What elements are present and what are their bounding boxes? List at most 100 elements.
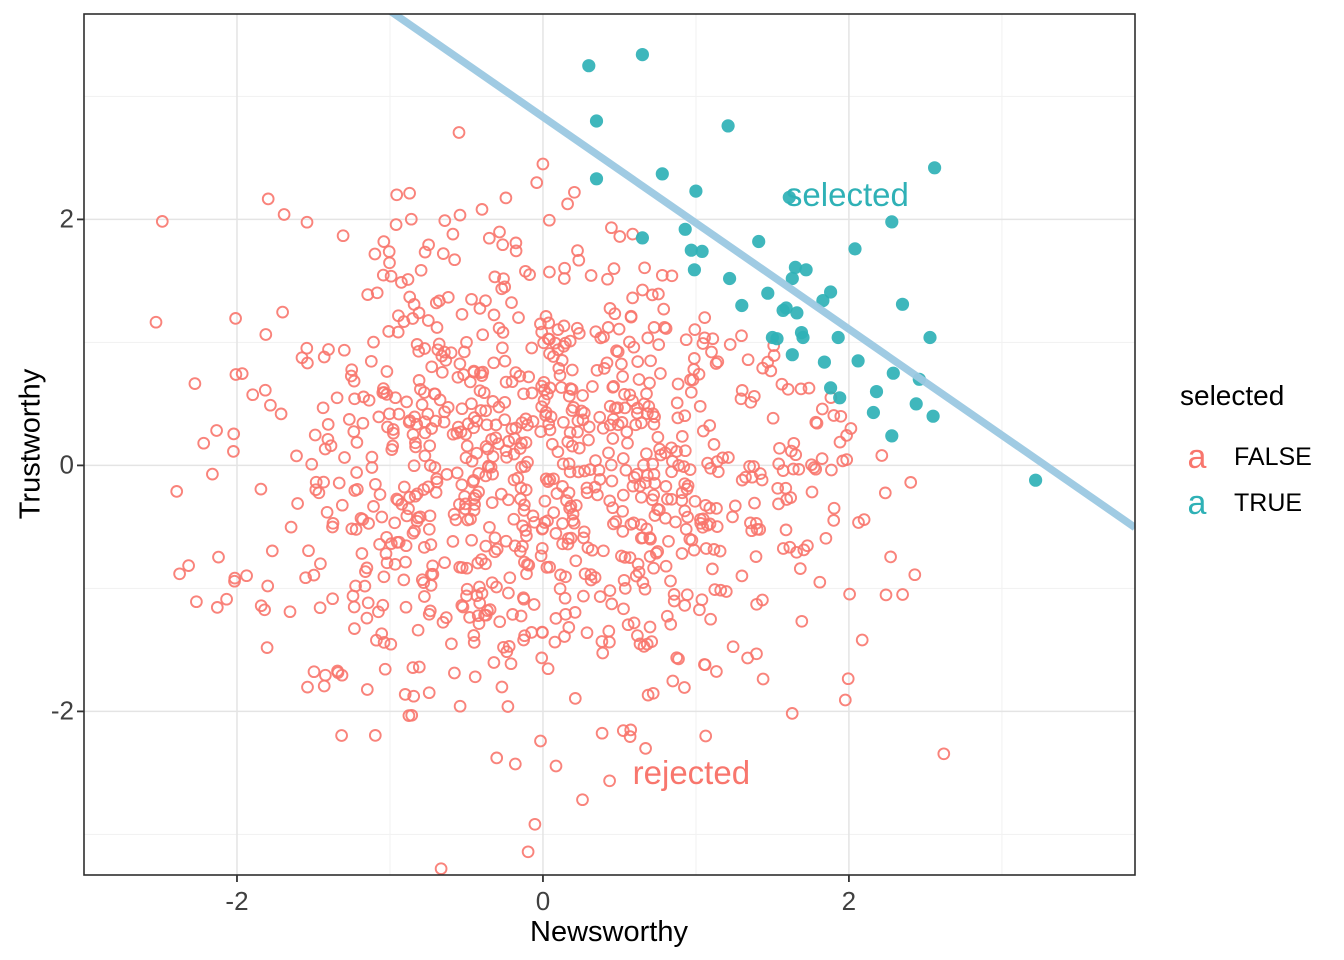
data-point-false	[535, 325, 549, 339]
data-point-false	[623, 730, 637, 743]
data-point-false	[182, 559, 195, 572]
data-point-false	[568, 185, 581, 199]
data-point-false	[563, 334, 577, 348]
data-point-false	[644, 354, 657, 368]
data-point-false	[522, 370, 536, 384]
data-point-false	[212, 550, 225, 564]
data-point-false	[735, 384, 749, 397]
data-point-false	[471, 609, 485, 623]
data-point-false	[499, 444, 513, 458]
data-points	[149, 48, 1043, 875]
data-point-false	[519, 436, 533, 449]
data-point-false	[406, 428, 420, 441]
data-point-false	[664, 617, 678, 631]
data-point-false	[360, 561, 374, 575]
data-point-false	[307, 665, 321, 679]
data-point-false	[350, 436, 364, 449]
data-point-false	[659, 480, 673, 493]
data-point-false	[537, 393, 551, 407]
data-point-false	[527, 598, 541, 611]
data-point-false	[621, 618, 635, 632]
data-point-false	[488, 545, 502, 559]
data-point-false	[449, 513, 463, 527]
data-point-false	[695, 593, 709, 607]
data-point-false	[779, 523, 793, 537]
data-point-true	[782, 190, 796, 204]
data-point-false	[418, 342, 431, 355]
data-point-false	[741, 353, 755, 367]
data-point-true	[635, 48, 650, 62]
data-point-false	[317, 679, 331, 693]
data-point-false	[564, 382, 577, 395]
data-point-false	[283, 605, 297, 619]
data-point-false	[684, 385, 698, 399]
y-tick-label: 0	[59, 449, 74, 480]
data-point-false	[415, 573, 429, 587]
data-point-false	[405, 708, 419, 722]
data-point-false	[314, 557, 327, 571]
data-point-true	[799, 263, 813, 277]
data-point-false	[316, 401, 330, 415]
data-point-false	[572, 441, 586, 455]
data-point-false	[619, 463, 633, 477]
data-point-false	[772, 497, 785, 511]
data-point-false	[588, 571, 602, 584]
data-point-false	[535, 541, 549, 555]
data-point-false	[549, 759, 563, 773]
data-point-false	[392, 535, 406, 549]
data-point-false	[348, 392, 361, 406]
data-point-true	[796, 330, 810, 345]
data-point-false	[386, 423, 400, 436]
data-point-false	[490, 580, 503, 594]
data-point-false	[521, 845, 535, 859]
data-point-true	[770, 332, 784, 346]
data-point-false	[402, 502, 415, 516]
data-point-false	[470, 589, 484, 603]
data-point-false	[276, 305, 289, 319]
data-point-false	[606, 380, 620, 394]
legend-key-a-false-icon: a	[1187, 438, 1207, 476]
data-point-false	[606, 412, 620, 426]
data-point-false	[358, 579, 372, 593]
data-point-false	[551, 445, 565, 459]
data-point-false	[409, 440, 422, 454]
data-point-false	[290, 449, 303, 463]
data-point-false	[629, 418, 643, 432]
data-point-false	[474, 366, 487, 380]
data-point-false	[675, 486, 689, 500]
data-point-false	[368, 247, 382, 261]
data-point-false	[403, 414, 417, 427]
data-point-false	[525, 386, 539, 400]
data-point-false	[609, 515, 623, 528]
data-point-false	[382, 245, 396, 258]
legend-label-false: FALSE	[1234, 442, 1312, 471]
data-point-false	[446, 227, 460, 241]
data-point-false	[460, 582, 474, 596]
data-point-false	[666, 674, 680, 688]
data-point-false	[723, 338, 737, 351]
data-point-false	[496, 238, 510, 252]
fit-line	[387, 14, 1135, 531]
data-point-false	[412, 660, 426, 674]
data-point-false	[819, 531, 833, 545]
data-point-false	[507, 473, 521, 487]
data-point-false	[694, 513, 707, 526]
data-point-false	[335, 498, 349, 512]
data-point-false	[432, 294, 446, 308]
data-point-false	[415, 398, 429, 411]
data-point-false	[556, 517, 569, 530]
data-point-false	[261, 579, 275, 593]
data-point-false	[473, 596, 487, 610]
data-point-false	[659, 559, 673, 573]
data-point-false	[618, 387, 631, 401]
data-point-false	[597, 362, 611, 375]
data-point-false	[542, 213, 556, 227]
data-point-true	[851, 354, 865, 368]
data-point-false	[557, 272, 571, 285]
data-point-false	[436, 615, 450, 629]
data-point-false	[517, 504, 531, 517]
data-point-false	[809, 462, 823, 476]
data-point-false	[558, 630, 571, 643]
data-point-false	[301, 356, 314, 370]
data-point-false	[704, 461, 717, 475]
